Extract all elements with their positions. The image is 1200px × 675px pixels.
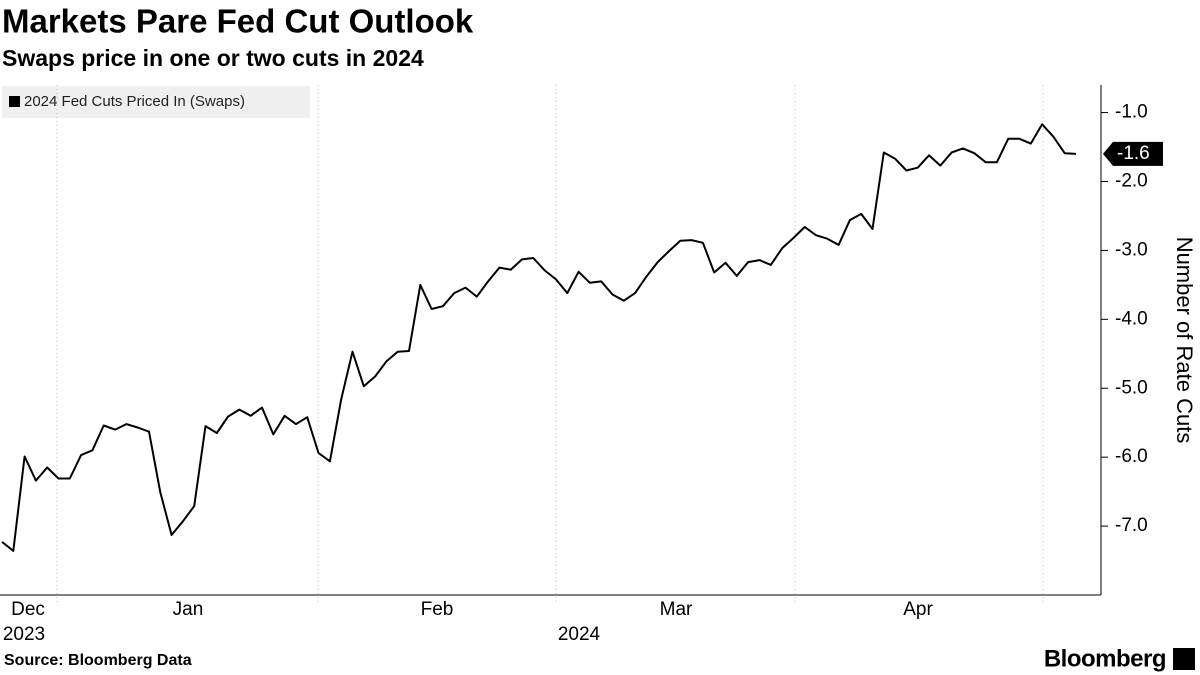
brand-icon [1173,648,1195,670]
last-value-label: -1.6 [1117,143,1150,164]
last-value-tag [1103,141,1163,166]
x-tick-label: Feb [421,599,454,620]
y-tick-label: -4.0 [1115,308,1148,329]
y-tick-label: -3.0 [1115,239,1148,260]
y-tick-label: -7.0 [1115,515,1148,536]
y-axis-title: Number of Rate Cuts [1172,237,1197,444]
chart-title: Markets Pare Fed Cut Outlook [2,3,474,40]
legend-label: 2024 Fed Cuts Priced In (Swaps) [24,93,245,110]
y-tick-label: -5.0 [1115,377,1148,398]
x-tick-label: Mar [660,599,693,620]
x-year-label: 2023 [3,624,45,645]
y-tick-label: -2.0 [1115,171,1148,192]
y-tick-label: -6.0 [1115,446,1148,467]
source: Source: Bloomberg Data [4,652,192,669]
legend-swatch [9,96,20,107]
y-tick-label: -1.0 [1115,102,1148,123]
legend-box [2,86,310,118]
x-tick-label: Dec [11,599,45,620]
x-tick-label: Apr [903,599,933,620]
series-line [1,123,1077,552]
chart-subtitle: Swaps price in one or two cuts in 2024 [2,45,424,71]
brand: Bloomberg [1044,645,1166,672]
x-tick-label: Jan [173,599,204,620]
x-year-label: 2024 [558,624,601,645]
